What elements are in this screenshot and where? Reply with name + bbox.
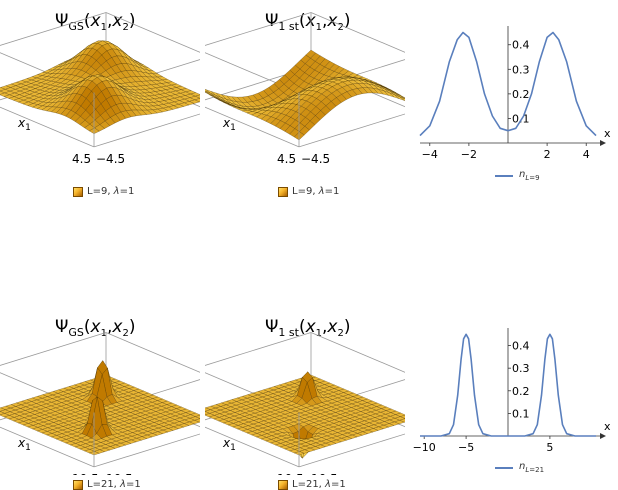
legend: nL=21 — [495, 461, 544, 474]
surface-svg: ΨGS(x1,x2) 0.30.20.10.0 −10.510.5−10.510… — [0, 300, 200, 475]
legend-label: L=9, λ=1 — [292, 186, 339, 197]
legend-label: L=9, λ=1 — [87, 186, 134, 197]
density-svg: x −10 −5 5 0.1 0.2 0.3 0.4 — [410, 300, 618, 460]
legend: L=21, λ=1 — [278, 479, 346, 490]
x1-tick-label: 4.5 — [277, 152, 296, 166]
surface-plot-gs-L9: ΨGS(x1,x2) 0.30.20.1 −4.54.5−4.54.5x1x2 … — [0, 0, 200, 200]
x-tick-label: −10 — [413, 441, 436, 454]
x1-tick-label: 10.5 — [277, 472, 304, 475]
y-tick-label: 0.3 — [512, 362, 530, 375]
legend-label: nL=9 — [519, 169, 540, 182]
legend-line — [495, 175, 513, 177]
x1-tick-label: 10.5 — [72, 472, 99, 475]
legend-swatch — [73, 187, 83, 197]
x2-tick-label: −10.5 — [96, 472, 133, 475]
x2-tick-label: −4.5 — [301, 152, 330, 166]
x1-axis-label: x1 — [222, 436, 236, 453]
x1-axis-label: x1 — [17, 116, 31, 133]
y-tick-label: 0.1 — [512, 407, 530, 420]
y-tick-label: 0.1 — [512, 112, 530, 125]
legend-swatch — [73, 480, 83, 490]
box-edge — [311, 333, 405, 377]
legend: L=21, λ=1 — [73, 479, 141, 490]
legend-label: L=21, λ=1 — [87, 479, 141, 490]
x1-axis-label: x1 — [17, 436, 31, 453]
x-tick-label: 4 — [583, 148, 590, 161]
density-plot-L9: x −4 −2 2 4 0.1 0.2 0.3 0.4 nL=9 — [410, 0, 618, 200]
surface-plot-gs-L21: ΨGS(x1,x2) 0.30.20.10.0 −10.510.5−10.510… — [0, 300, 200, 489]
surface-svg: Ψ1 st(x1,x2) 0.20.10.0−0.1 −4.54.5−4.54.… — [205, 0, 405, 180]
x-axis-label: x — [604, 127, 611, 140]
x-tick-label: −5 — [458, 441, 474, 454]
box-edge — [106, 333, 200, 377]
surface-plot-first-L21: Ψ1 st(x1,x2) 0.20.0−0.2 −10.510.5−10.510… — [205, 300, 405, 489]
y-tick-label: 0.3 — [512, 63, 530, 76]
x-tick-label: 5 — [546, 441, 553, 454]
x1-axis-label: x1 — [222, 116, 236, 133]
plot-title: Ψ1 st(x1,x2) — [265, 317, 351, 339]
legend: L=9, λ=1 — [278, 186, 339, 197]
surface-plot-first-L9: Ψ1 st(x1,x2) 0.20.10.0−0.1 −4.54.5−4.54.… — [205, 0, 405, 200]
legend-label: L=21, λ=1 — [292, 479, 346, 490]
y-tick-label: 0.2 — [512, 88, 530, 101]
plot-title: ΨGS(x1,x2) — [55, 11, 135, 33]
x-tick-label: 2 — [544, 148, 551, 161]
x-axis-label: x — [604, 420, 611, 433]
x-axis-arrow — [600, 433, 606, 439]
legend-line — [495, 467, 513, 469]
legend-label: nL=21 — [519, 461, 544, 474]
x-tick-label: −4 — [422, 148, 438, 161]
density-svg: x −4 −2 2 4 0.1 0.2 0.3 0.4 — [410, 0, 618, 165]
y-tick-label: 0.4 — [512, 39, 530, 52]
x1-tick-label: 4.5 — [72, 152, 91, 166]
legend-swatch — [278, 187, 288, 197]
surface-svg: Ψ1 st(x1,x2) 0.20.0−0.2 −10.510.5−10.510… — [205, 300, 405, 475]
x2-tick-label: −4.5 — [96, 152, 125, 166]
legend-swatch — [278, 480, 288, 490]
y-tick-label: 0.2 — [512, 385, 530, 398]
plot-title: Ψ1 st(x1,x2) — [265, 11, 351, 33]
x2-tick-label: −10.5 — [301, 472, 338, 475]
legend: nL=9 — [495, 169, 540, 182]
box-edge — [0, 333, 106, 369]
y-tick-label: 0.4 — [512, 340, 530, 353]
legend: L=9, λ=1 — [73, 186, 134, 197]
x-axis-arrow — [600, 140, 606, 146]
surface-svg: ΨGS(x1,x2) 0.30.20.1 −4.54.5−4.54.5x1x2 — [0, 0, 200, 180]
density-plot-L21: x −10 −5 5 0.1 0.2 0.3 0.4 nL=21 — [410, 300, 618, 489]
x-tick-label: −2 — [461, 148, 477, 161]
